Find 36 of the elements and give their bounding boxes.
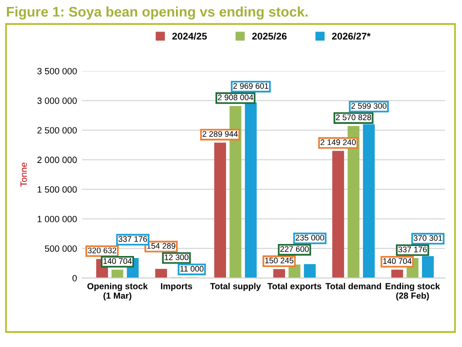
x-tick-label: Ending stock (28 Feb): [386, 282, 440, 300]
y-axis-title: Tonne: [20, 162, 27, 187]
data-label: 2 289 944: [202, 131, 238, 137]
data-label: 2 599 300: [351, 103, 386, 109]
x-tick-label: Total supply: [210, 282, 261, 292]
y-tick-label: 3 500 000: [37, 68, 77, 74]
data-label: 140 704: [383, 258, 412, 264]
legend-label: 2024/25: [172, 32, 207, 40]
data-label: 2 969 601: [233, 83, 268, 89]
chart-title: Figure 1: Soya bean opening vs ending stock.: [6, 6, 308, 20]
y-tick-label: 2 500 000: [37, 127, 77, 134]
data-label: 2 149 240: [320, 139, 356, 146]
y-tick-label: 2 000 000: [37, 156, 77, 164]
y-tick-label: 3 000 000: [37, 98, 77, 104]
data-label: 370 301: [414, 235, 442, 241]
data-label: 235 000: [296, 234, 324, 241]
data-label: 227 600: [280, 246, 309, 252]
data-label: 150 245: [265, 258, 294, 264]
data-label: 12 300: [164, 254, 188, 260]
legend-label: 2025/26: [252, 32, 287, 40]
legend-label: 2026/27*: [332, 32, 371, 40]
data-label: 11 000: [180, 266, 204, 272]
data-label: 2 570 828: [336, 114, 372, 120]
data-label: 2 908 004: [218, 94, 254, 100]
data-label: 337 176: [118, 236, 147, 242]
y-tick-label: 500 000: [44, 245, 77, 252]
data-label: 337 176: [398, 246, 427, 252]
y-tick-label: 1 000 000: [38, 216, 77, 222]
x-tick-label: Total demand: [325, 282, 382, 290]
y-tick-label: 1 500 000: [38, 186, 77, 193]
data-label: 320 632: [88, 248, 116, 254]
x-tick-label: Total exports: [267, 282, 322, 292]
y-tick-label: 0: [72, 274, 77, 282]
data-label: 140 704: [103, 258, 132, 264]
x-tick-label: Opening stock (1 Mar): [87, 282, 148, 300]
x-tick-label: Imports: [160, 283, 192, 292]
